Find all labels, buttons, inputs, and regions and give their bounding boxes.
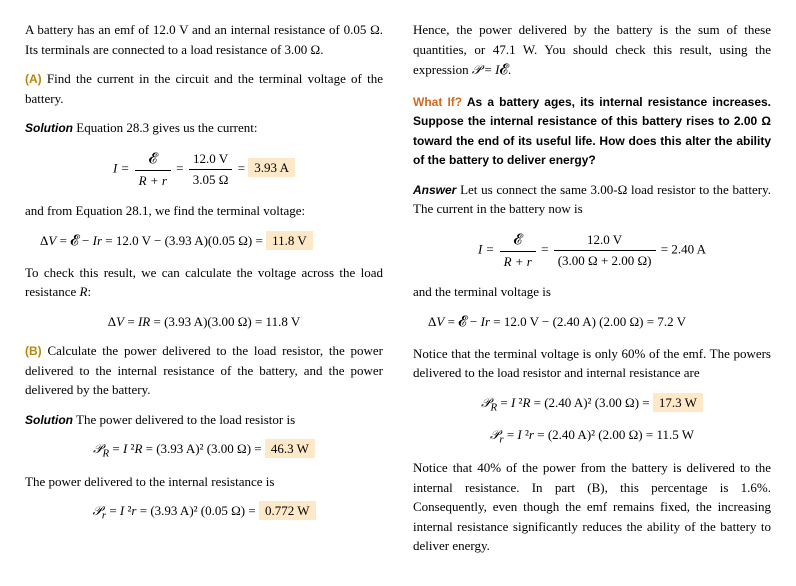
equation-terminal-voltage: ΔV = 𝓔 − Ir = 12.0 V − (3.93 A)(0.05 Ω) … [40,230,383,253]
part-a-label: (A) [25,72,42,86]
equation-power-load-aged: 𝒫R = I ²R = (2.40 A)² (3.00 Ω) = 17.3 W [413,393,771,416]
result-highlight: 11.8 V [266,231,313,250]
fraction-1: 𝓔 R + r [135,148,171,191]
result-highlight: 46.3 W [265,439,315,458]
part-b: (B) Calculate the power delivered to the… [25,341,383,400]
equation-check: ΔV = IR = (3.93 A)(3.00 Ω) = 11.8 V [25,312,383,332]
denominator: 3.05 Ω [189,170,233,190]
solution-b-text: The power delivered to the load resistor… [73,412,295,427]
solution-a: Solution Equation 28.3 gives us the curr… [25,118,383,138]
numerator: 12.0 V [189,149,233,170]
equation-tv-aged: ΔV = 𝓔 − Ir = 12.0 V − (2.40 A) (2.00 Ω)… [428,311,771,334]
notice-2: Notice that 40% of the power from the ba… [413,458,771,556]
equation-current-aged: I = 𝓔 R + r = 12.0 V (3.00 Ω + 2.00 Ω) =… [413,229,771,272]
solution-label: Solution [25,121,73,135]
part-a-text: Find the current in the circuit and the … [25,71,383,106]
equation-power-load: 𝒫R = I ²R = (3.93 A)² (3.00 Ω) = 46.3 W [25,439,383,462]
solution-b: Solution The power delivered to the load… [25,410,383,430]
after-eq4: The power delivered to the internal resi… [25,472,383,492]
eq-text: = I ²r = (2.40 A)² (2.00 Ω) = 11.5 W [507,427,694,442]
eq-mid: = [176,160,187,175]
eq-lhs: I = [478,241,498,256]
fraction-2: 12.0 V (3.00 Ω + 2.00 Ω) [554,230,656,270]
two-column-layout: A battery has an emf of 12.0 V and an in… [25,20,771,566]
numerator: 𝓔 [500,229,536,253]
eq-text: ΔV = 𝓔 − Ir = 12.0 V − (3.93 A)(0.05 Ω) … [40,233,266,248]
power-symbol: 𝒫 [490,427,499,442]
check-text: To check this result, we can calculate t… [25,263,383,302]
part-b-text: Calculate the power delivered to the loa… [25,343,383,397]
hence-text: Hence, the power delivered by the batter… [413,20,771,82]
equation-current: I = 𝓔 R + r = 12.0 V 3.05 Ω = 3.93 A [25,148,383,191]
tv-text: and the terminal voltage is [413,282,771,302]
denominator: R + r [135,171,171,191]
numerator: 𝓔 [135,148,171,172]
result-highlight: 0.772 W [259,501,316,520]
eq-mid: = [541,241,552,256]
solution-label: Solution [25,413,73,427]
denominator: (3.00 Ω + 2.00 Ω) [554,251,656,271]
eq-text: = I ²R = (3.93 A)² (3.00 Ω) = [112,441,265,456]
after-eq1: and from Equation 28.1, we find the term… [25,201,383,221]
left-column: A battery has an emf of 12.0 V and an in… [25,20,383,566]
eq-text: = I ²R = (2.40 A)² (3.00 Ω) = [500,395,653,410]
solution-a-text: Equation 28.3 gives us the current: [73,120,258,135]
whatif-label: What If? [413,95,462,109]
eq-text: = I ²r = (3.93 A)² (0.05 Ω) = [109,503,259,518]
answer: Answer Let us connect the same 3.00-Ω lo… [413,180,771,219]
fraction-2: 12.0 V 3.05 Ω [189,149,233,189]
denominator: R + r [500,252,536,272]
notice-1: Notice that the terminal voltage is only… [413,344,771,383]
numerator: 12.0 V [554,230,656,251]
right-column: Hence, the power delivered by the batter… [413,20,771,566]
power-symbol: 𝒫 [92,503,101,518]
result-highlight: 17.3 W [653,393,703,412]
part-a: (A) Find the current in the circuit and … [25,69,383,108]
eq-eq: = [238,160,249,175]
eq-result: = 2.40 A [661,241,706,256]
equation-power-internal: 𝒫r = I ²r = (3.93 A)² (0.05 Ω) = 0.772 W [25,501,383,524]
what-if: What If? As a battery ages, its internal… [413,92,771,170]
intro-text: A battery has an emf of 12.0 V and an in… [25,20,383,59]
part-b-label: (B) [25,344,42,358]
equation-power-internal-aged: 𝒫r = I ²r = (2.40 A)² (2.00 Ω) = 11.5 W [413,425,771,448]
fraction-1: 𝓔 R + r [500,229,536,272]
answer-text: Let us connect the same 3.00-Ω load resi… [413,182,771,217]
whatif-text: As a battery ages, its internal resistan… [413,95,771,168]
answer-label: Answer [413,183,456,197]
eq-lhs: I = [113,160,133,175]
result-highlight: 3.93 A [248,158,295,177]
